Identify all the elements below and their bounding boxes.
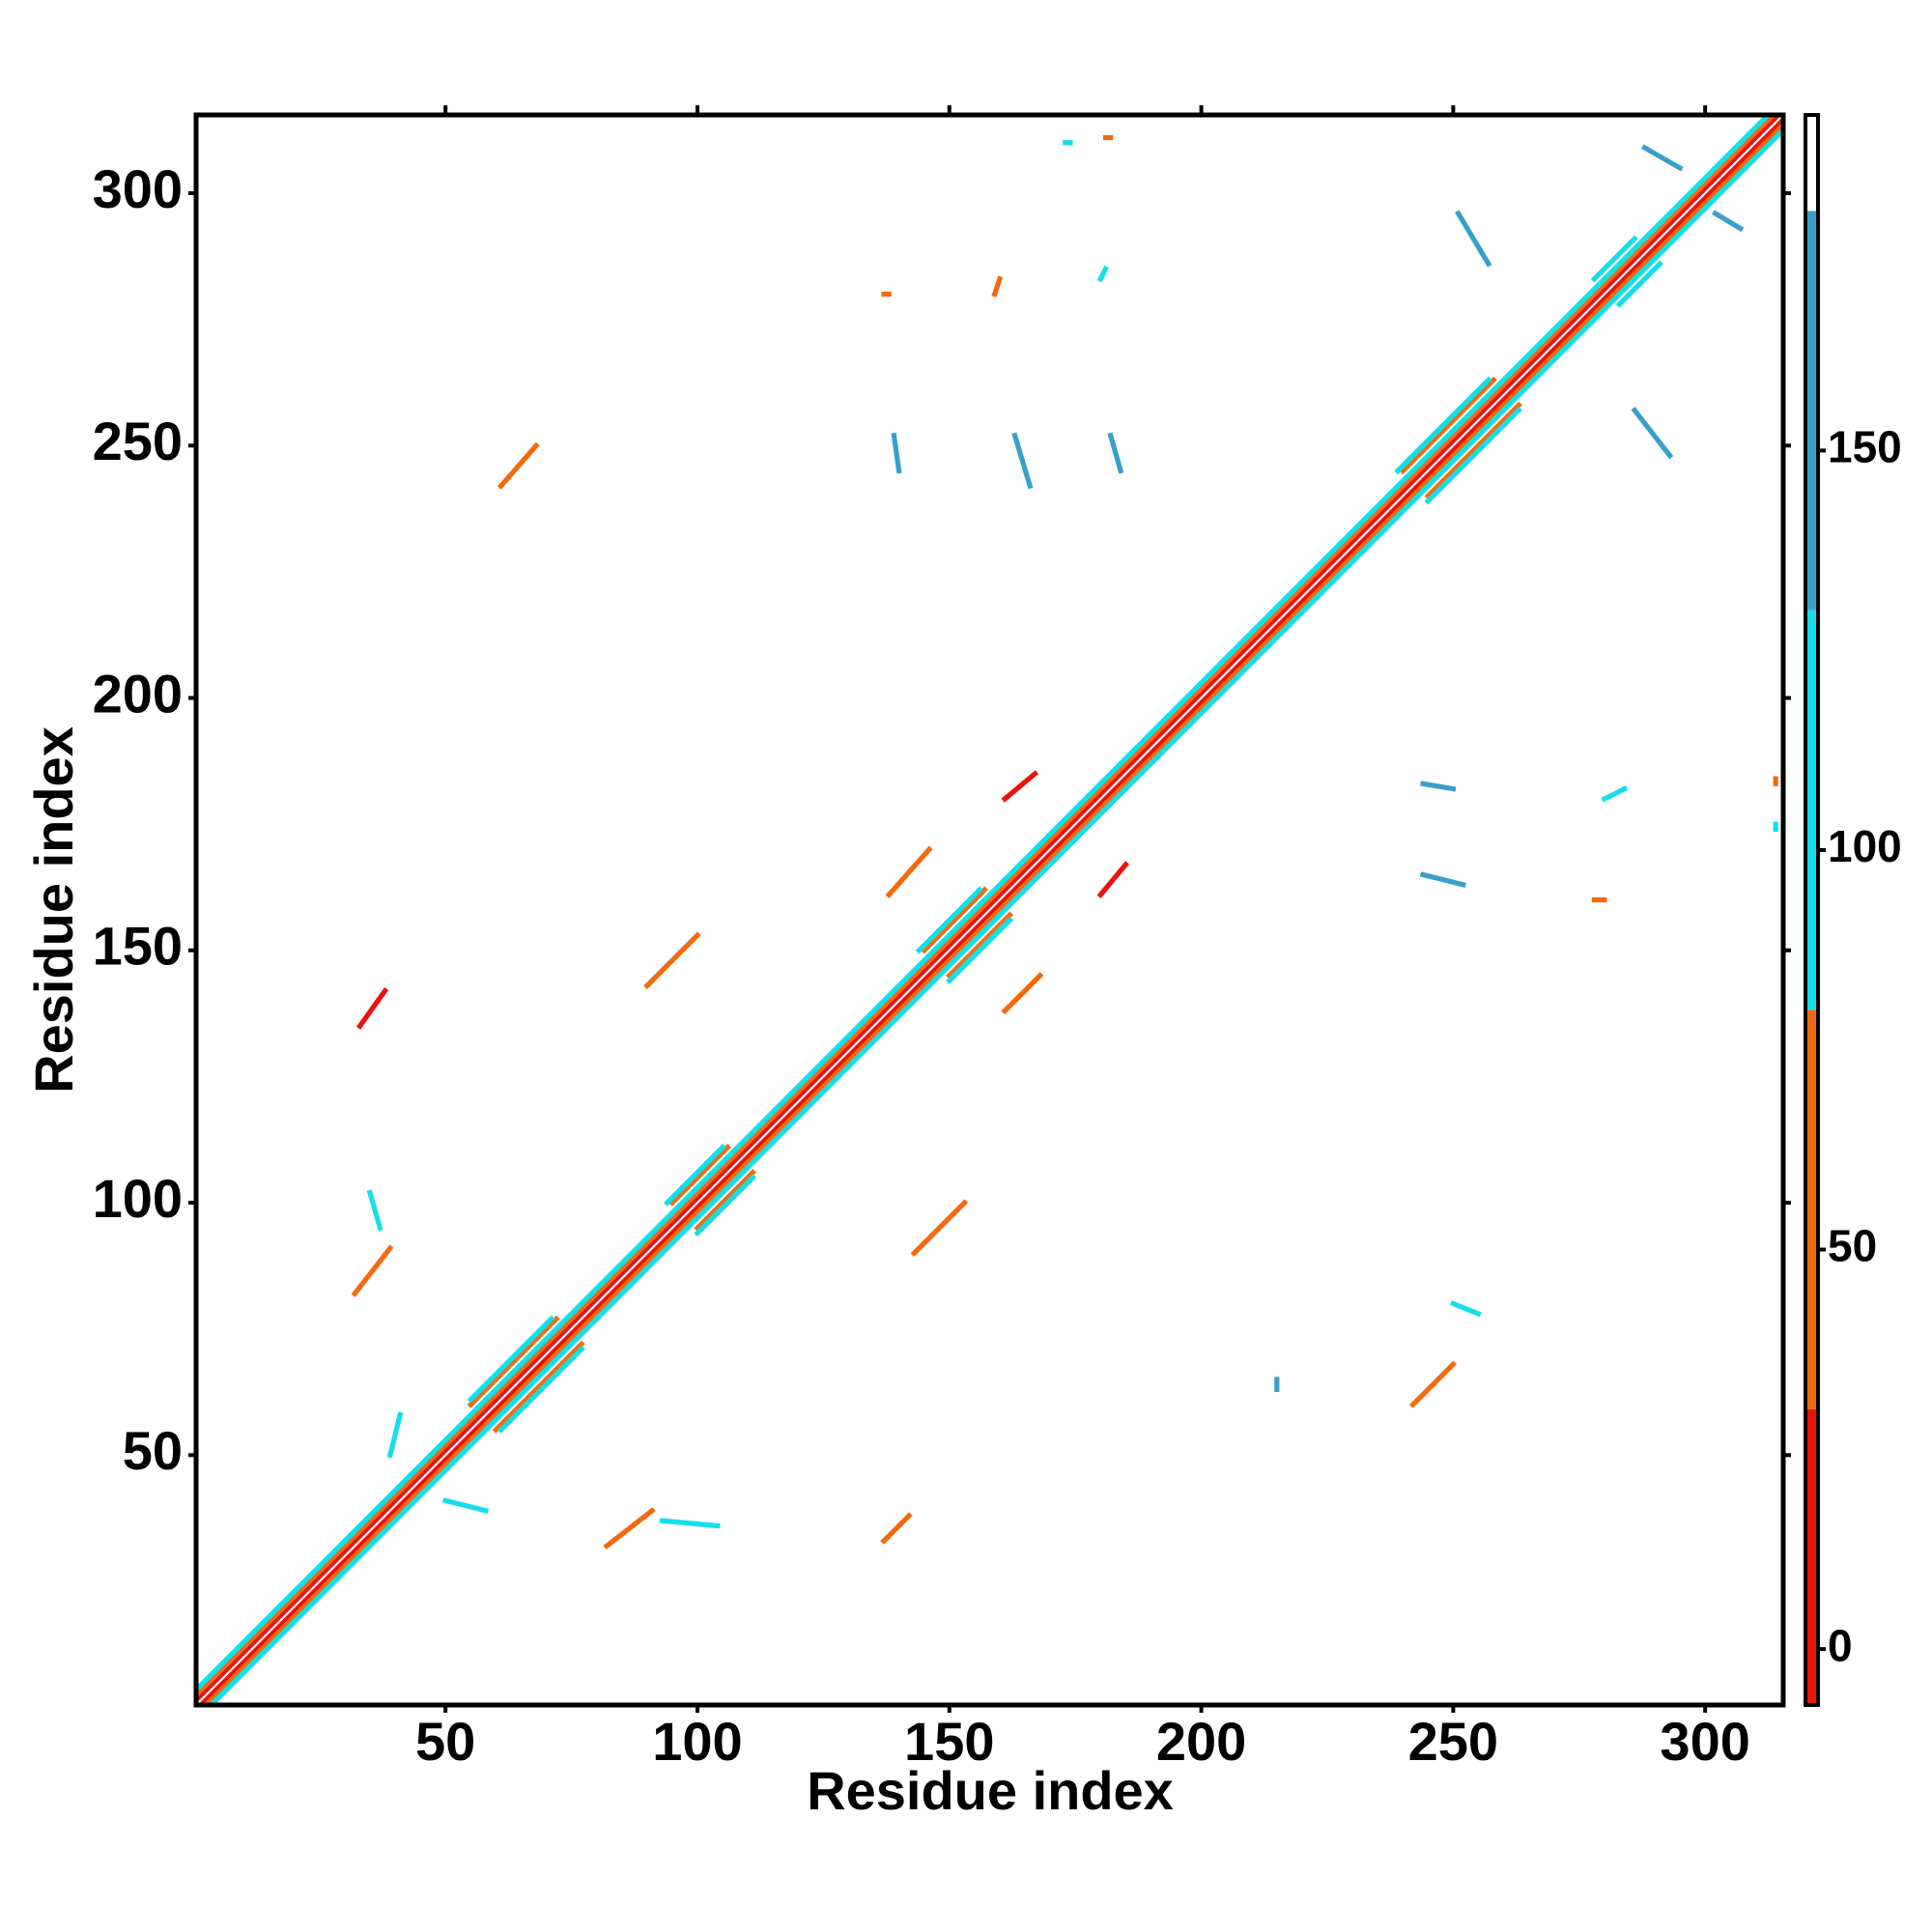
x-tick-label: 50: [415, 1711, 475, 1772]
contact-strip: [1419, 871, 1466, 889]
y-tick-label: 250: [93, 411, 183, 471]
contact-strip: [694, 1174, 757, 1237]
colorbar-band: [1805, 1408, 1818, 1705]
contact-strip: [694, 1169, 757, 1232]
contact-strip: [1424, 401, 1522, 500]
contact-strip: [1001, 972, 1044, 1015]
y-axis-label: Residue index: [23, 726, 84, 1094]
x-tick-label: 150: [904, 1711, 994, 1772]
contact-strip: [467, 1315, 555, 1404]
contact-strip: [497, 1345, 585, 1434]
colorbar-tick-label: 0: [1828, 1620, 1853, 1670]
contact-strip: [1096, 861, 1130, 898]
contact-strip: [1107, 432, 1124, 474]
contact-strip: [442, 1497, 490, 1514]
contact-strip: [205, 124, 1785, 1707]
y-tick-label: 100: [93, 1168, 183, 1229]
contact-strip: [885, 845, 933, 899]
contact-strip: [1641, 144, 1684, 172]
contact-strip: [467, 1315, 560, 1408]
contact-strip: [1615, 260, 1663, 308]
colorbar-band: [1805, 211, 1818, 611]
contact-strip: [1424, 406, 1522, 505]
contact-strip: [946, 916, 1014, 984]
contact-strip: [946, 911, 1014, 980]
contact-strip: [1449, 1300, 1482, 1318]
contact-strip: [1399, 376, 1497, 475]
contact-strip: [643, 931, 701, 990]
contact-strip: [1096, 265, 1109, 283]
contact-strip: [1712, 210, 1745, 233]
x-tick-label: 250: [1408, 1711, 1498, 1772]
contact-strip: [210, 128, 1785, 1707]
contact-strip: [659, 1518, 721, 1529]
y-tick-label: 150: [93, 916, 183, 977]
contact-strip: [351, 1244, 394, 1297]
contact-strip: [1420, 781, 1457, 792]
contact-strip: [1454, 210, 1492, 268]
contact-strip: [880, 1512, 913, 1545]
contact-strip: [194, 113, 1779, 1701]
contact-strip: [1408, 1360, 1458, 1408]
colorbar-band: [1805, 115, 1818, 212]
contact-strip: [663, 1143, 726, 1207]
contact-strip: [1601, 785, 1629, 803]
contact-strip: [1011, 432, 1034, 490]
colorbar-frame: [1804, 113, 1820, 1707]
contact-strip: [991, 275, 1004, 298]
contact-strip: [1631, 407, 1674, 460]
y-tick-label: 50: [123, 1420, 183, 1481]
x-tick-label: 100: [652, 1711, 742, 1772]
contact-strip: [921, 886, 988, 954]
x-tick-label: 300: [1660, 1711, 1749, 1772]
y-tick-label: 300: [93, 158, 183, 219]
contact-strip: [910, 1199, 969, 1258]
contact-strip: [366, 1189, 384, 1232]
colorbar-tick-label: 50: [1828, 1221, 1877, 1271]
plot-frame: [193, 112, 1786, 1708]
contact-strip: [194, 113, 1775, 1696]
contact-strip: [200, 119, 1785, 1707]
contact-strip: [1001, 770, 1039, 803]
contact-strip: [668, 1143, 731, 1207]
contact-strip: [194, 113, 1770, 1691]
contact-strip: [603, 1507, 656, 1550]
y-tick-label: 200: [93, 663, 183, 724]
colorbar-band: [1805, 610, 1818, 1010]
contact-strip: [355, 986, 389, 1030]
contact-strip: [386, 1411, 404, 1459]
contact-strip: [492, 1340, 585, 1434]
contact-strip: [915, 886, 983, 954]
colorbar-band: [1805, 1009, 1818, 1409]
x-tick-label: 200: [1156, 1711, 1246, 1772]
contact-strip: [891, 432, 902, 474]
colorbar-tick-label: 150: [1828, 422, 1902, 472]
contact-strip: [497, 441, 540, 490]
colorbar-tick-label: 100: [1828, 821, 1902, 871]
contact-strip: [1394, 376, 1492, 475]
x-axis-label: Residue index: [807, 1760, 1174, 1821]
contact-strip: [1590, 235, 1638, 283]
